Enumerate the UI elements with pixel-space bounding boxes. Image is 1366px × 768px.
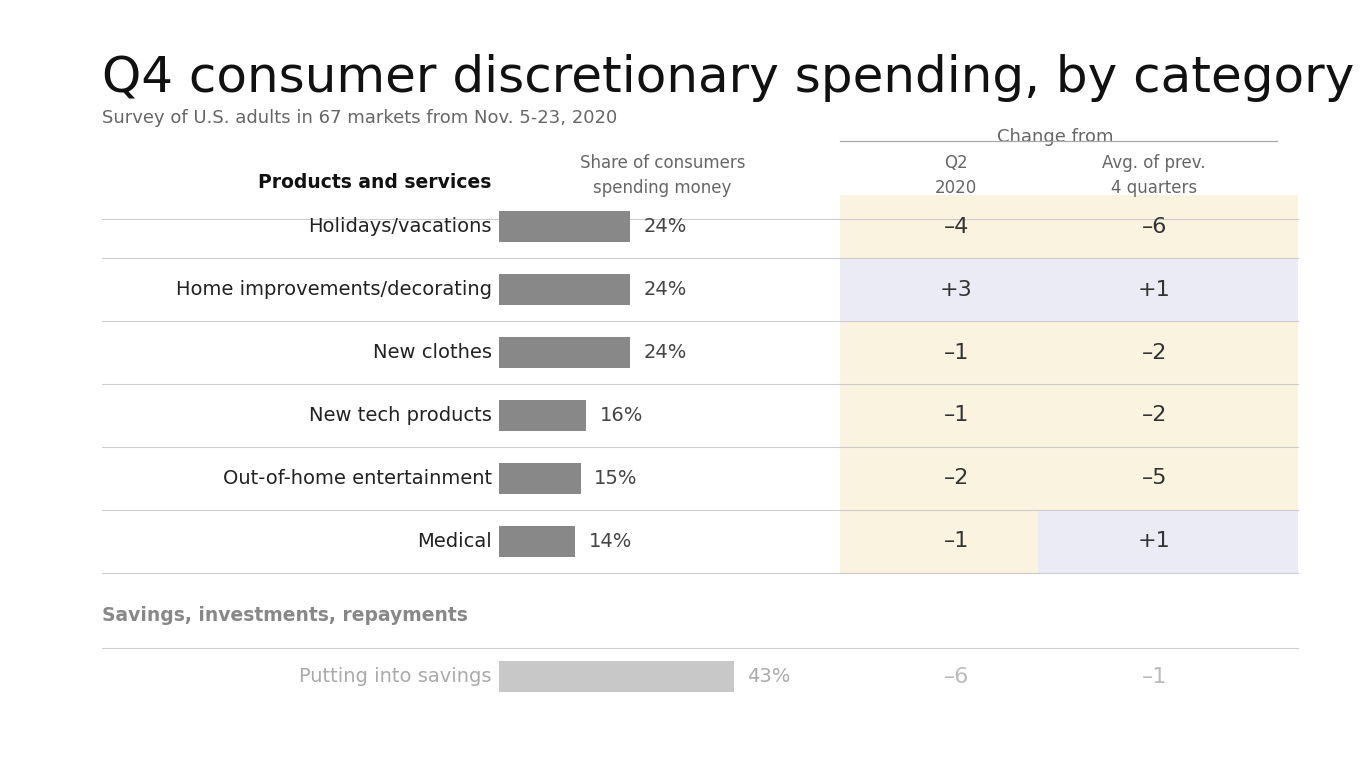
- Text: +1: +1: [1138, 280, 1171, 300]
- Bar: [840, 258, 1072, 321]
- Bar: [1038, 510, 1298, 573]
- Bar: [499, 526, 575, 558]
- Text: –6: –6: [944, 667, 968, 687]
- Bar: [1038, 195, 1298, 258]
- Text: –2: –2: [1142, 406, 1167, 425]
- Text: 14%: 14%: [589, 532, 632, 551]
- Text: 15%: 15%: [594, 469, 638, 488]
- Text: –4: –4: [944, 217, 968, 237]
- Text: Medical: Medical: [417, 532, 492, 551]
- Text: Q2
2020: Q2 2020: [936, 154, 977, 197]
- Text: 16%: 16%: [600, 406, 643, 425]
- Text: Survey of U.S. adults in 67 markets from Nov. 5-23, 2020: Survey of U.S. adults in 67 markets from…: [102, 109, 617, 127]
- Bar: [1038, 384, 1298, 447]
- Text: –5: –5: [1142, 468, 1167, 488]
- Bar: [499, 210, 630, 243]
- Text: –1: –1: [944, 531, 968, 551]
- Bar: [499, 400, 586, 432]
- Text: Out-of-home entertainment: Out-of-home entertainment: [223, 469, 492, 488]
- Text: Share of consumers
spending money: Share of consumers spending money: [579, 154, 746, 197]
- Bar: [1038, 447, 1298, 510]
- Text: Q4 consumer discretionary spending, by category: Q4 consumer discretionary spending, by c…: [102, 54, 1355, 102]
- Text: Change from: Change from: [997, 128, 1113, 146]
- Text: Holidays/vacations: Holidays/vacations: [309, 217, 492, 236]
- Text: Savings, investments, repayments: Savings, investments, repayments: [102, 606, 469, 624]
- Bar: [499, 463, 581, 495]
- Bar: [499, 660, 734, 693]
- Text: –6: –6: [1142, 217, 1167, 237]
- Text: Putting into savings: Putting into savings: [299, 667, 492, 686]
- Text: –2: –2: [1142, 343, 1167, 362]
- Text: Products and services: Products and services: [258, 174, 492, 192]
- Bar: [1038, 258, 1298, 321]
- Text: Avg. of prev.
4 quarters: Avg. of prev. 4 quarters: [1102, 154, 1206, 197]
- Text: +1: +1: [1138, 531, 1171, 551]
- Bar: [499, 273, 630, 305]
- Bar: [1038, 321, 1298, 384]
- Text: –2: –2: [944, 468, 968, 488]
- Bar: [840, 321, 1072, 384]
- Text: 24%: 24%: [643, 280, 687, 299]
- Text: New tech products: New tech products: [309, 406, 492, 425]
- Text: Home improvements/decorating: Home improvements/decorating: [176, 280, 492, 299]
- Bar: [840, 384, 1072, 447]
- Text: –1: –1: [1142, 667, 1167, 687]
- Text: 24%: 24%: [643, 217, 687, 236]
- Bar: [840, 447, 1072, 510]
- Text: 24%: 24%: [643, 343, 687, 362]
- Bar: [840, 510, 1072, 573]
- Text: –1: –1: [944, 406, 968, 425]
- Text: +3: +3: [940, 280, 973, 300]
- Text: 43%: 43%: [747, 667, 791, 686]
- Text: –1: –1: [944, 343, 968, 362]
- Bar: [840, 195, 1072, 258]
- Text: New clothes: New clothes: [373, 343, 492, 362]
- Bar: [499, 337, 630, 369]
